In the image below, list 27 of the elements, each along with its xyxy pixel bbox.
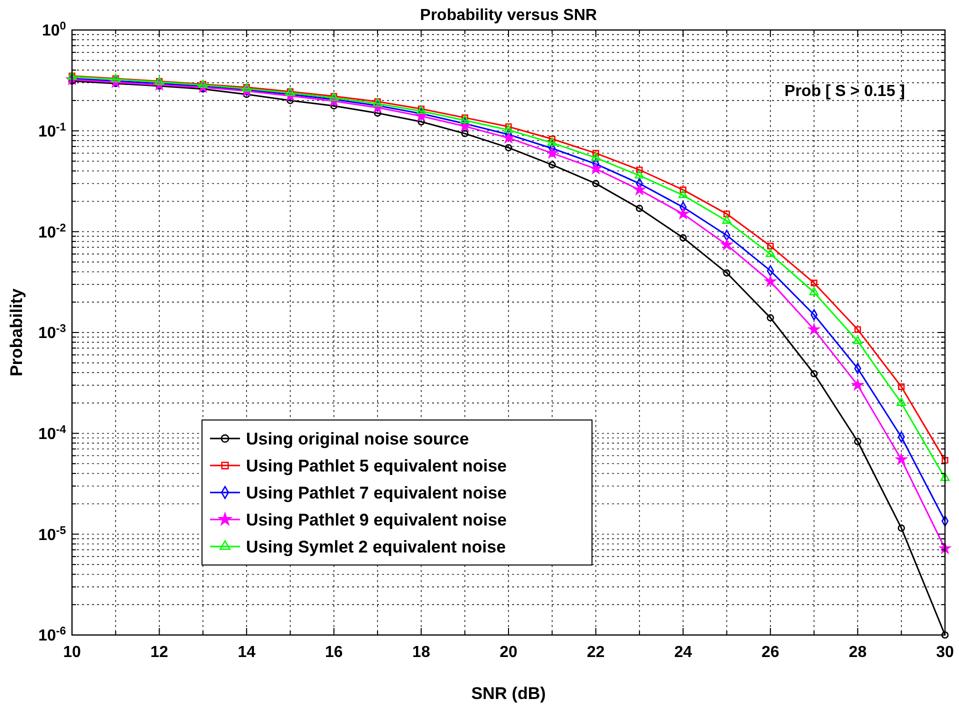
y-tick-label: 10$^{-1}$	[38, 121, 66, 140]
legend-label: Using Pathlet 5 equivalent noise	[246, 456, 507, 476]
x-tick-label: 12	[150, 644, 168, 661]
x-tick-label: 20	[500, 644, 518, 661]
y-tick-label: 10$^{-3}$	[38, 323, 66, 342]
legend-label: Using Pathlet 9 equivalent noise	[246, 510, 507, 530]
annotation: Prob [ S > 0.15 ]	[784, 83, 905, 100]
x-tick-label: 28	[848, 644, 867, 661]
x-tick-label: 30	[936, 644, 954, 661]
y-tick-label: 10$^{-5}$	[38, 524, 66, 544]
x-tick-label: 26	[762, 644, 780, 661]
chart-title: Probability versus SNR	[420, 7, 598, 24]
x-tick-label: 16	[325, 644, 343, 661]
x-tick-label: 18	[412, 644, 430, 661]
legend-label: Using Pathlet 7 equivalent noise	[246, 483, 507, 502]
legend-label: Using Symlet 2 equivalent noise	[246, 537, 506, 556]
y-tick-label: 10$^{-6}$	[38, 626, 66, 645]
y-tick-label: 10$^{-4}$	[38, 424, 67, 443]
x-axis-title: SNR (dB)	[471, 684, 546, 703]
x-tick-label: 22	[586, 644, 605, 661]
y-axis-title: Probability	[7, 288, 26, 376]
y-tick-label: 10$^{-2}$	[38, 222, 66, 242]
y-tick-label: 10$^{0}$	[42, 20, 66, 40]
x-tick-label: 10	[63, 644, 81, 661]
x-tick-label: 14	[238, 644, 256, 661]
legend-label: Using original noise source	[246, 429, 469, 448]
x-tick-label: 24	[674, 644, 692, 661]
